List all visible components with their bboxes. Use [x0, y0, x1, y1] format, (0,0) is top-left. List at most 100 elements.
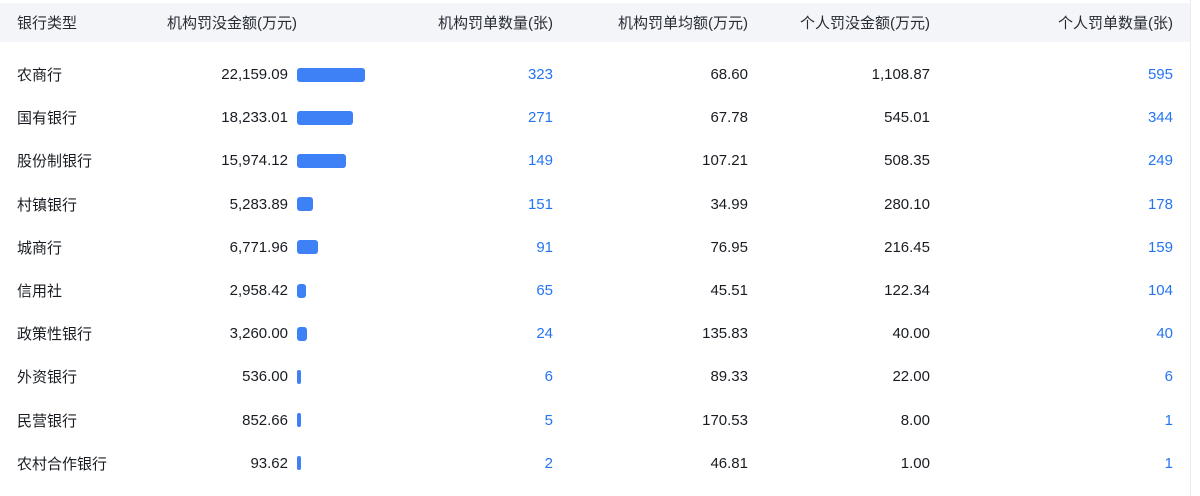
bank-type-cell: 政策性银行 [17, 326, 93, 344]
table-row: 城商行 6,771.96 91 76.95 216.45 159 [0, 226, 1200, 269]
personal-count-link[interactable]: 1 [1164, 411, 1173, 429]
org-amount-bar-cell [288, 240, 374, 255]
bank-type-cell: 股份制银行 [17, 153, 93, 171]
personal-amount-cell: 122.34 [884, 282, 930, 300]
org-amount-bar-cell [288, 456, 374, 471]
org-count-link[interactable]: 5 [544, 411, 553, 429]
amount-bar [297, 456, 301, 471]
org-count-link[interactable]: 24 [536, 325, 553, 343]
column-header-bank-type: 银行类型 [17, 15, 78, 32]
personal-amount-cell: 508.35 [884, 152, 930, 170]
bank-type-cell: 农商行 [17, 67, 63, 85]
org-count-link[interactable]: 65 [536, 282, 553, 300]
amount-bar [297, 197, 313, 212]
org-amount-bar-cell [288, 153, 374, 168]
bank-type-cell: 外资银行 [17, 369, 78, 387]
org-count-link[interactable]: 2 [544, 454, 553, 472]
amount-bar [297, 326, 307, 341]
org-amount-bar-cell [288, 326, 374, 341]
org-amount-cell: 852.66 [242, 411, 288, 429]
amount-bar [297, 413, 301, 428]
org-count-link[interactable]: 271 [527, 109, 553, 127]
table-row: 政策性银行 3,260.00 24 135.83 40.00 40 [0, 312, 1200, 355]
org-avg-cell: 34.99 [710, 195, 748, 213]
org-amount-cell: 536.00 [242, 368, 288, 386]
column-header-org-amount: 机构罚没金额(万元) [167, 15, 297, 32]
table-row: 信用社 2,958.42 65 45.51 122.34 104 [0, 269, 1200, 312]
table-header-row: 银行类型 机构罚没金额(万元) 机构罚单数量(张) 机构罚单均额(万元) 个人罚… [0, 3, 1190, 42]
table-row: 国有银行 18,233.01 271 67.78 545.01 344 [0, 96, 1200, 139]
org-avg-cell: 170.53 [702, 411, 748, 429]
amount-bar [297, 67, 365, 82]
table-body: 农商行 22,159.09 323 68.60 1,108.87 595 国有银… [0, 53, 1200, 485]
org-amount-cell: 93.62 [250, 454, 288, 472]
column-header-org-count: 机构罚单数量(张) [438, 15, 553, 32]
personal-count-link[interactable]: 159 [1147, 238, 1173, 256]
org-avg-cell: 135.83 [702, 325, 748, 343]
org-count-link[interactable]: 323 [527, 66, 553, 84]
org-amount-bar-cell [288, 110, 374, 125]
org-amount-bar-cell [288, 197, 374, 212]
table-right-border [1190, 0, 1191, 496]
amount-bar [297, 110, 353, 125]
org-amount-bar-cell [288, 283, 374, 298]
column-header-personal-count: 个人罚单数量(张) [1058, 15, 1173, 32]
table-row: 民营银行 852.66 5 170.53 8.00 1 [0, 399, 1200, 442]
personal-amount-cell: 280.10 [884, 195, 930, 213]
table-row: 农村合作银行 93.62 2 46.81 1.00 1 [0, 442, 1200, 485]
amount-bar [297, 240, 318, 255]
personal-amount-cell: 545.01 [884, 109, 930, 127]
amount-bar [297, 153, 346, 168]
amount-bar [297, 369, 301, 384]
org-amount-cell: 6,771.96 [229, 238, 288, 256]
personal-count-link[interactable]: 104 [1147, 282, 1173, 300]
org-count-link[interactable]: 149 [527, 152, 553, 170]
personal-count-link[interactable]: 6 [1164, 368, 1173, 386]
bank-type-cell: 城商行 [17, 239, 63, 257]
column-header-personal-amount: 个人罚没金额(万元) [800, 15, 930, 32]
personal-count-link[interactable]: 178 [1147, 195, 1173, 213]
org-count-link[interactable]: 91 [536, 238, 553, 256]
org-avg-cell: 89.33 [710, 368, 748, 386]
personal-amount-cell: 1.00 [900, 454, 930, 472]
personal-amount-cell: 22.00 [892, 368, 930, 386]
org-count-link[interactable]: 151 [527, 195, 553, 213]
org-amount-bar-cell [288, 67, 374, 82]
org-avg-cell: 46.81 [710, 454, 748, 472]
org-avg-cell: 76.95 [710, 238, 748, 256]
org-avg-cell: 45.51 [710, 282, 748, 300]
personal-count-link[interactable]: 40 [1156, 325, 1173, 343]
personal-count-link[interactable]: 344 [1147, 109, 1173, 127]
personal-amount-cell: 8.00 [900, 411, 930, 429]
table-row: 农商行 22,159.09 323 68.60 1,108.87 595 [0, 53, 1200, 96]
org-amount-cell: 22,159.09 [221, 66, 288, 84]
bank-type-cell: 民营银行 [17, 412, 78, 430]
org-amount-bar-cell [288, 369, 374, 384]
org-avg-cell: 68.60 [710, 66, 748, 84]
org-amount-cell: 15,974.12 [221, 152, 288, 170]
bank-type-cell: 信用社 [17, 283, 63, 301]
org-amount-cell: 18,233.01 [221, 109, 288, 127]
personal-amount-cell: 40.00 [892, 325, 930, 343]
bank-type-cell: 村镇银行 [17, 196, 78, 214]
bank-type-cell: 国有银行 [17, 110, 78, 128]
table-row: 外资银行 536.00 6 89.33 22.00 6 [0, 355, 1200, 398]
personal-amount-cell: 1,108.87 [871, 66, 930, 84]
bank-type-cell: 农村合作银行 [17, 455, 108, 473]
personal-amount-cell: 216.45 [884, 238, 930, 256]
org-avg-cell: 107.21 [702, 152, 748, 170]
org-amount-cell: 5,283.89 [229, 195, 288, 213]
amount-bar [297, 283, 306, 298]
table-row: 村镇银行 5,283.89 151 34.99 280.10 178 [0, 183, 1200, 226]
personal-count-link[interactable]: 1 [1164, 454, 1173, 472]
org-amount-cell: 2,958.42 [229, 282, 288, 300]
org-amount-bar-cell [288, 413, 374, 428]
personal-count-link[interactable]: 595 [1147, 66, 1173, 84]
column-header-org-avg: 机构罚单均额(万元) [618, 15, 748, 32]
table-row: 股份制银行 15,974.12 149 107.21 508.35 249 [0, 139, 1200, 182]
org-amount-cell: 3,260.00 [229, 325, 288, 343]
org-count-link[interactable]: 6 [544, 368, 553, 386]
personal-count-link[interactable]: 249 [1147, 152, 1173, 170]
org-avg-cell: 67.78 [710, 109, 748, 127]
